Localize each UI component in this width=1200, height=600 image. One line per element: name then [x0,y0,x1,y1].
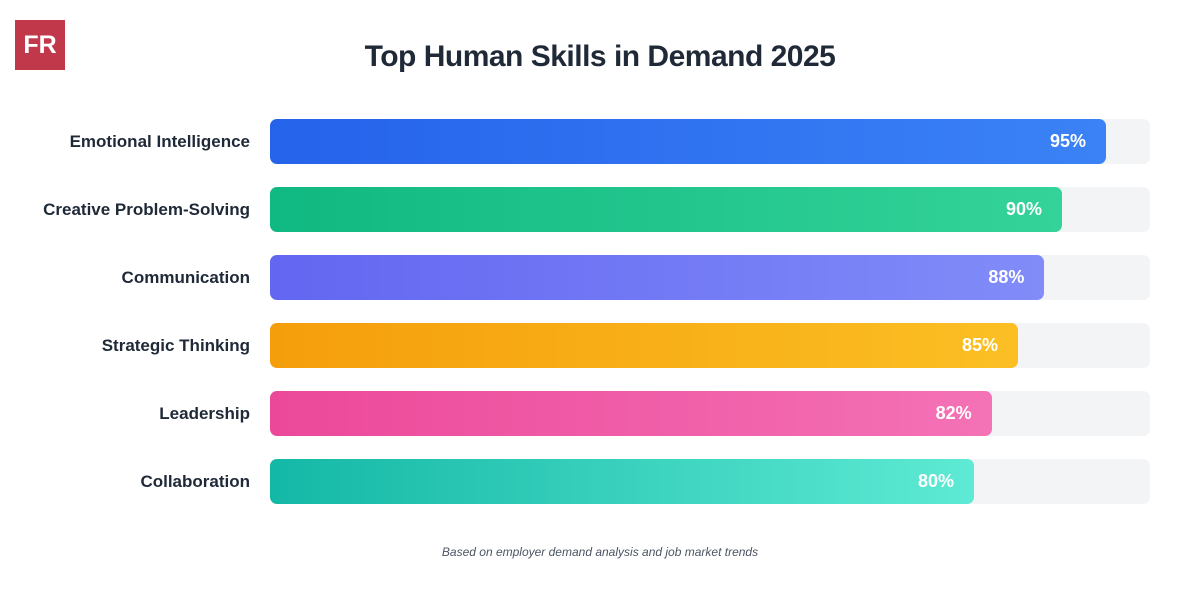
bar: 82% [270,391,992,436]
bar-row: Creative Problem-Solving 90% [0,187,1200,232]
bar-track: 88% [270,255,1150,300]
category-label: Collaboration [140,472,250,491]
bar: 85% [270,323,1018,368]
bar-row: Strategic Thinking 85% [0,323,1200,368]
bar-track: 82% [270,391,1150,436]
bar-row: Communication 88% [0,255,1200,300]
chart-title: Top Human Skills in Demand 2025 [364,40,836,73]
logo: FR [15,20,65,70]
bar-track: 90% [270,187,1150,232]
value-label: 85% [961,335,998,355]
bar-row: Collaboration 80% [0,459,1200,504]
category-label: Emotional Intelligence [69,132,250,151]
bar-track: 95% [270,119,1150,164]
bar: 88% [270,255,1045,300]
bar: 80% [270,459,974,504]
value-label: 82% [935,403,972,423]
value-label: 90% [1005,199,1042,219]
category-label: Creative Problem-Solving [43,200,250,219]
bar-track: 80% [270,459,1150,504]
category-label: Leadership [159,404,250,423]
bar-row: Leadership 82% [0,391,1200,436]
bar: 95% [270,119,1106,164]
value-label: 88% [988,267,1025,287]
value-label: 95% [1049,131,1086,151]
bar-track: 85% [270,323,1150,368]
category-label: Strategic Thinking [101,336,250,355]
bar-row: Emotional Intelligence 95% [0,119,1200,164]
value-label: 80% [917,471,954,491]
category-label: Communication [121,268,250,287]
bar: 90% [270,187,1062,232]
footnote: Based on employer demand analysis and jo… [441,545,759,559]
